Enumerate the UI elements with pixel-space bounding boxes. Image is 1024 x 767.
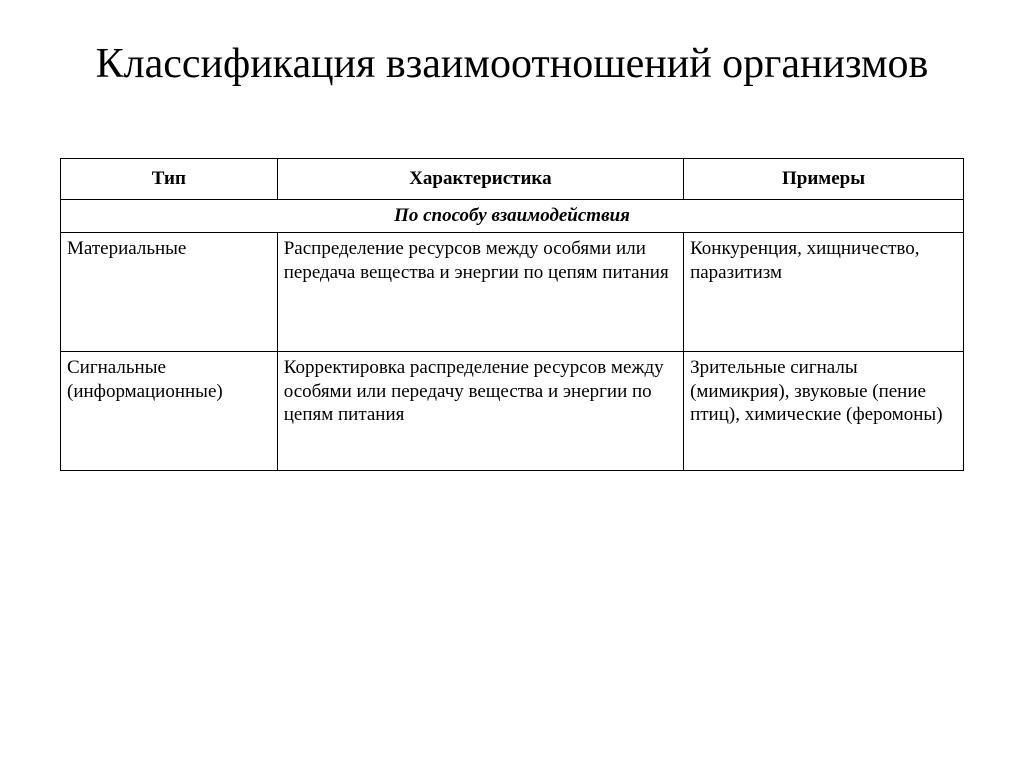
- cell-type: Сигнальные (информационные): [61, 351, 278, 470]
- slide: Классификация взаимоотношений организмов…: [0, 0, 1024, 511]
- col-header-type: Тип: [61, 159, 278, 200]
- table-row: Сигнальные (информационные) Корректировк…: [61, 351, 964, 470]
- table-header-row: Тип Характеристика Примеры: [61, 159, 964, 200]
- classification-table: Тип Характеристика Примеры По способу вз…: [60, 158, 964, 471]
- cell-type: Материальные: [61, 232, 278, 351]
- cell-characteristic: Распределение ресурсов между особями или…: [277, 232, 683, 351]
- page-title: Классификация взаимоотношений организмов: [60, 40, 964, 88]
- cell-examples: Зрительные сигналы (мимикрия), звуковые …: [684, 351, 964, 470]
- col-header-examples: Примеры: [684, 159, 964, 200]
- table-row: Материальные Распределение ресурсов межд…: [61, 232, 964, 351]
- cell-examples: Конкуренция, хищничество, паразитизм: [684, 232, 964, 351]
- cell-characteristic: Корректировка распределение ресурсов меж…: [277, 351, 683, 470]
- section-label: По способу взаимодействия: [61, 200, 964, 233]
- col-header-characteristic: Характеристика: [277, 159, 683, 200]
- table-section-row: По способу взаимодействия: [61, 200, 964, 233]
